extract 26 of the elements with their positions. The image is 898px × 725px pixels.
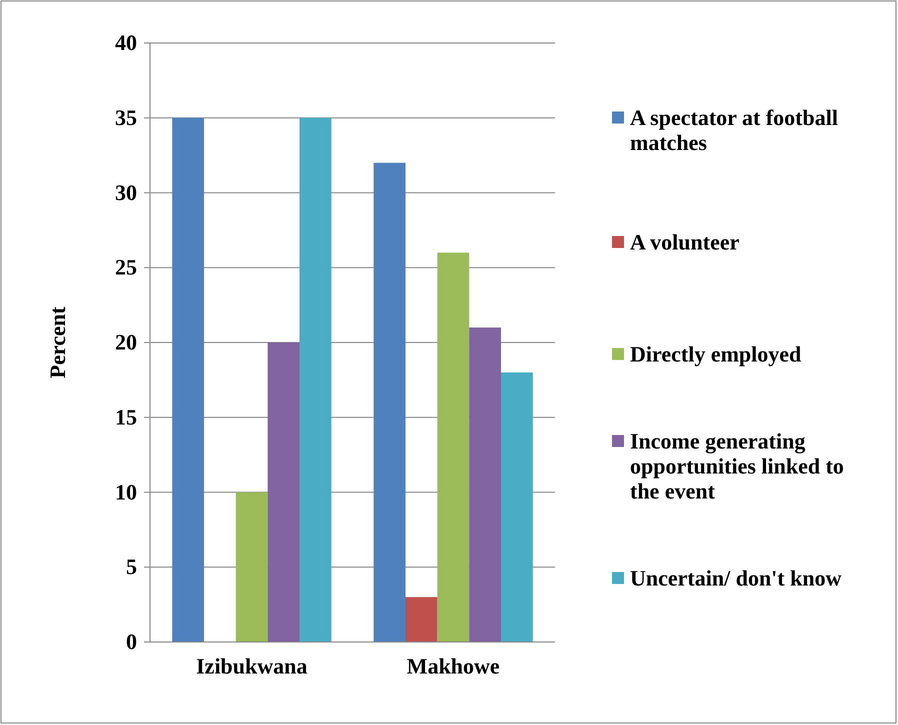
bar xyxy=(172,118,204,642)
bar xyxy=(501,372,533,642)
legend-label: A spectator at football matches xyxy=(630,105,838,156)
bar xyxy=(236,492,268,642)
y-tick-label: 0 xyxy=(126,629,137,654)
y-tick-label: 40 xyxy=(115,30,137,56)
bar xyxy=(437,252,470,642)
legend-label: A volunteer xyxy=(630,230,740,255)
y-tick-label: 35 xyxy=(115,104,137,130)
bar xyxy=(405,597,438,642)
y-tick-label: 25 xyxy=(115,254,137,280)
bar xyxy=(469,328,501,642)
x-tick-label: Izibukwana xyxy=(196,654,308,679)
bar xyxy=(268,342,300,642)
y-axis-title: Percent xyxy=(45,306,70,378)
y-tick-label: 5 xyxy=(126,554,137,580)
legend-label: Income generating opportunities linked to the event xyxy=(630,428,844,504)
y-tick-label: 30 xyxy=(115,180,137,205)
legend-label: Uncertain/ don't know xyxy=(630,566,842,591)
y-tick-label: 10 xyxy=(115,479,137,504)
x-tick-label: Makhowe xyxy=(406,654,500,679)
y-tick-label: 20 xyxy=(115,330,137,355)
y-tick-label: 15 xyxy=(115,404,137,430)
bar xyxy=(300,118,332,642)
bar xyxy=(374,162,406,642)
legend-label: Directly employed xyxy=(630,342,802,367)
